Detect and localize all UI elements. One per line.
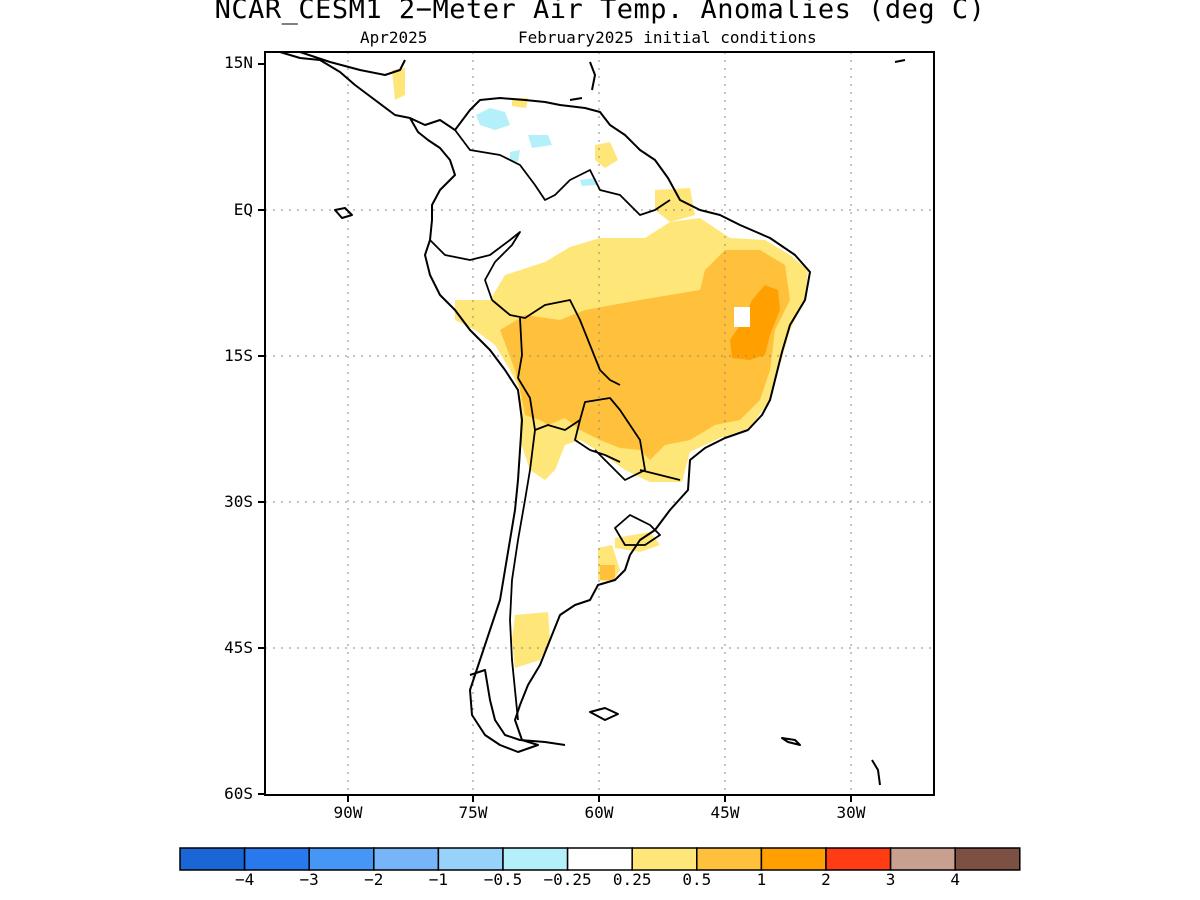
colorbar-swatch <box>373 847 440 871</box>
map-title: NCAR_CESM1 2−Meter Air Temp. Anomalies (… <box>214 0 986 25</box>
anomaly-patch-guyana <box>580 178 598 186</box>
axis-ticks <box>258 63 852 802</box>
colorbar-swatch <box>437 847 504 871</box>
tierra-del-fuego <box>469 669 566 746</box>
anomaly-patch-guianas <box>595 142 618 168</box>
lat-label-15n: 15N <box>224 53 253 72</box>
colorbar-label: 0.25 <box>612 870 652 889</box>
colorbar-swatch <box>696 847 763 871</box>
colorbar-swatch <box>566 847 633 871</box>
colorbar-swatch <box>825 847 892 871</box>
colorbar-label: −0.25 <box>543 870 592 889</box>
missing-data-cell <box>734 307 750 327</box>
colorbar-swatch <box>243 847 310 871</box>
south-sandwich-islands <box>871 759 881 786</box>
colorbar-swatch <box>760 847 827 871</box>
colorbar-label: 1 <box>756 870 767 889</box>
anomaly-patch-venezuela-2 <box>528 135 552 148</box>
galapagos-islands <box>334 207 353 219</box>
colorbar-swatch <box>889 847 956 871</box>
lat-label-eq: EQ <box>233 200 253 219</box>
lat-label-30s: 30S <box>224 492 253 511</box>
anomaly-patch-venezuela-3 <box>510 150 520 162</box>
anomaly-patch-panama <box>392 68 405 100</box>
anomaly-region-high <box>730 285 780 360</box>
anomaly-patch-argentina-core <box>600 565 615 580</box>
central-america-coastline <box>279 52 411 119</box>
colorbar-label: 3 <box>885 870 896 889</box>
forecast-month: Apr2025 <box>360 28 428 47</box>
colorbar-swatch <box>631 847 698 871</box>
colorbar-label: −0.5 <box>483 870 523 889</box>
lat-label-15s: 15S <box>224 346 253 365</box>
colorbar-label: −1 <box>428 870 449 889</box>
initial-conditions: February2025 initial conditions <box>518 28 817 47</box>
colorbar-swatch <box>954 847 1021 871</box>
lat-label-45s: 45S <box>224 638 253 657</box>
lon-label-45w: 45W <box>710 803 740 822</box>
lon-label-60w: 60W <box>584 803 614 822</box>
colorbar-label: 2 <box>821 870 831 889</box>
colorbar-label: 0.5 <box>682 870 712 889</box>
colorbar-swatch <box>179 847 246 871</box>
colorbar-label: 4 <box>950 870 960 889</box>
south-america-coastline <box>409 97 811 753</box>
anomaly-region-medium <box>500 250 790 460</box>
anomaly-patch-patagonia <box>512 612 550 668</box>
caribbean-islands <box>569 59 906 101</box>
colorbar <box>179 847 1021 871</box>
coastlines <box>279 52 906 786</box>
falkland-islands <box>589 707 619 721</box>
anomaly-patch-amapa <box>655 188 695 222</box>
colorbar-swatch <box>502 847 569 871</box>
lon-label-75w: 75W <box>458 803 488 822</box>
lat-label-60s: 60S <box>224 784 253 803</box>
colorbar-label: −4 <box>234 870 255 889</box>
south-georgia <box>781 737 801 746</box>
colorbar-label: −3 <box>299 870 319 889</box>
colorbar-swatch <box>308 847 375 871</box>
anomaly-patch-venezuela-1 <box>476 108 510 130</box>
lon-label-90w: 90W <box>333 803 363 822</box>
lon-label-30w: 30W <box>836 803 866 822</box>
country-borders <box>429 129 681 721</box>
colorbar-label: −2 <box>364 870 384 889</box>
